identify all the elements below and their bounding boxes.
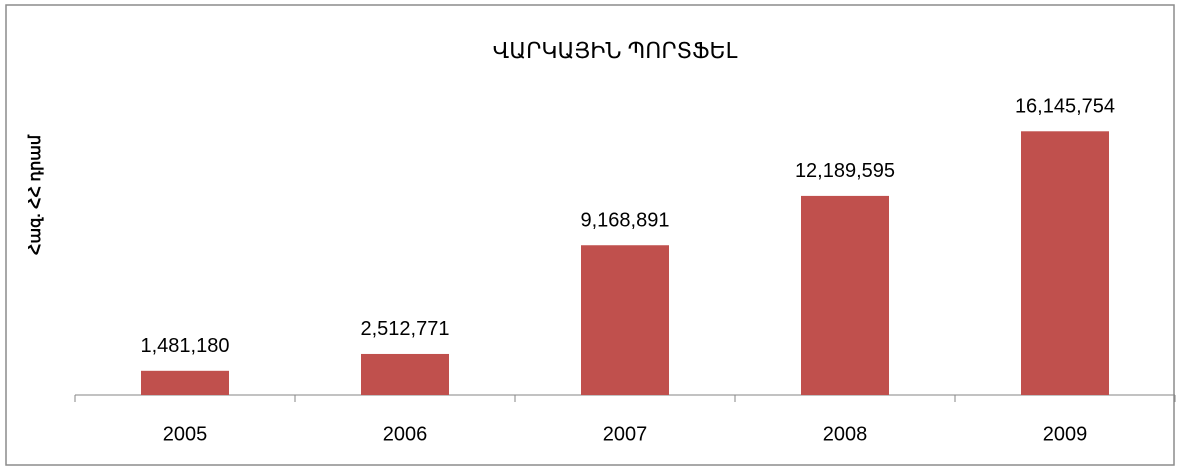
x-tick-label: 2005 bbox=[163, 423, 208, 445]
data-label: 9,168,891 bbox=[581, 210, 670, 232]
bar bbox=[361, 353, 449, 395]
bar bbox=[1021, 131, 1109, 395]
chart-border bbox=[5, 4, 1175, 466]
data-label: 12,189,595 bbox=[795, 160, 895, 182]
x-tick-label: 2007 bbox=[603, 423, 648, 445]
bar bbox=[141, 370, 229, 395]
y-axis-label: Հազ. ՀՀ դրամ bbox=[27, 134, 44, 255]
bar bbox=[581, 245, 669, 395]
x-tick-label: 2009 bbox=[1043, 423, 1088, 445]
data-label: 1,481,180 bbox=[141, 335, 230, 357]
x-tick-label: 2006 bbox=[383, 423, 428, 445]
chart-title: ՎԱՐԿԱՅԻՆ ՊՈՐՏՖԵԼ bbox=[493, 38, 738, 63]
data-label: 2,512,771 bbox=[361, 318, 450, 340]
bar bbox=[801, 195, 889, 395]
x-tick-label: 2008 bbox=[823, 423, 868, 445]
data-label: 16,145,754 bbox=[1015, 96, 1115, 118]
